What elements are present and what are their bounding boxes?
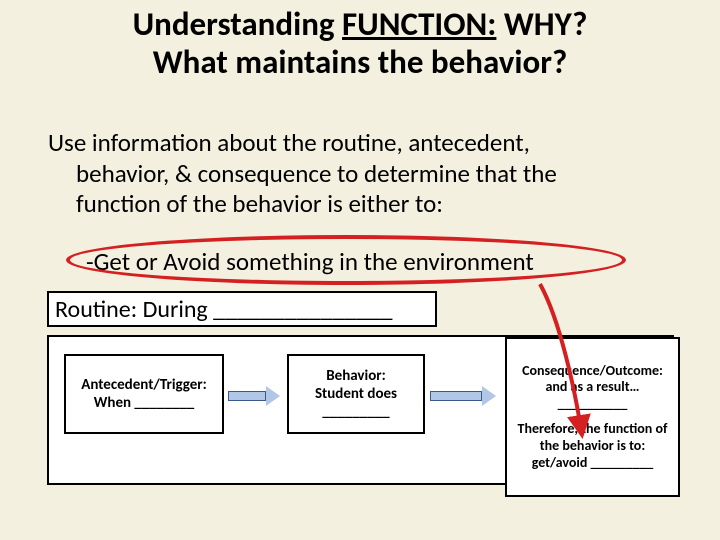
- slide: Understanding FUNCTION: WHY? What mainta…: [0, 0, 720, 540]
- antecedent-box: Antecedent/Trigger: When ________: [64, 354, 224, 434]
- title-suffix: WHY?: [496, 4, 587, 44]
- title-prefix: Understanding: [133, 4, 342, 44]
- consequence-l1: Therefore, the function of: [518, 421, 668, 438]
- consequence-u2: and as a result…: [522, 379, 663, 396]
- intro-line2: behavior, & consequence to determine tha…: [48, 159, 688, 190]
- title-underlined: FUNCTION:: [342, 4, 496, 44]
- behavior-line3: _________: [322, 403, 389, 421]
- antecedent-line2: When ________: [94, 394, 194, 412]
- antecedent-line1: Antecedent/Trigger:: [81, 376, 206, 394]
- behavior-line2: Student does: [315, 385, 397, 403]
- title-line2: What maintains the behavior?: [153, 42, 568, 82]
- consequence-upper: Consequence/Outcome: and as a result… __…: [522, 363, 663, 413]
- consequence-lower: Therefore, the function of the behavior …: [518, 421, 668, 471]
- routine-label: Routine: During _______________: [55, 295, 392, 324]
- behavior-box: Behavior: Student does _________: [287, 354, 425, 434]
- consequence-box: Consequence/Outcome: and as a result… __…: [505, 337, 680, 497]
- consequence-u1: Consequence/Outcome:: [522, 363, 663, 380]
- intro-line1: Use information about the routine, antec…: [48, 127, 530, 158]
- arrow-a-to-b-icon: [228, 386, 280, 406]
- behavior-line1: Behavior:: [326, 367, 386, 385]
- slide-title: Understanding FUNCTION: WHY? What mainta…: [0, 6, 720, 82]
- arrow-b-to-c-icon: [430, 386, 496, 406]
- consequence-l2: the behavior is to:: [518, 438, 668, 455]
- consequence-u3: __________: [522, 396, 663, 413]
- bullet-text: -Get or Avoid something in the environme…: [86, 246, 686, 277]
- intro-line3: function of the behavior is either to:: [48, 189, 688, 220]
- intro-text: Use information about the routine, antec…: [48, 128, 688, 220]
- consequence-l3: get/avoid _________: [518, 455, 668, 472]
- routine-box: Routine: During _______________: [47, 291, 437, 327]
